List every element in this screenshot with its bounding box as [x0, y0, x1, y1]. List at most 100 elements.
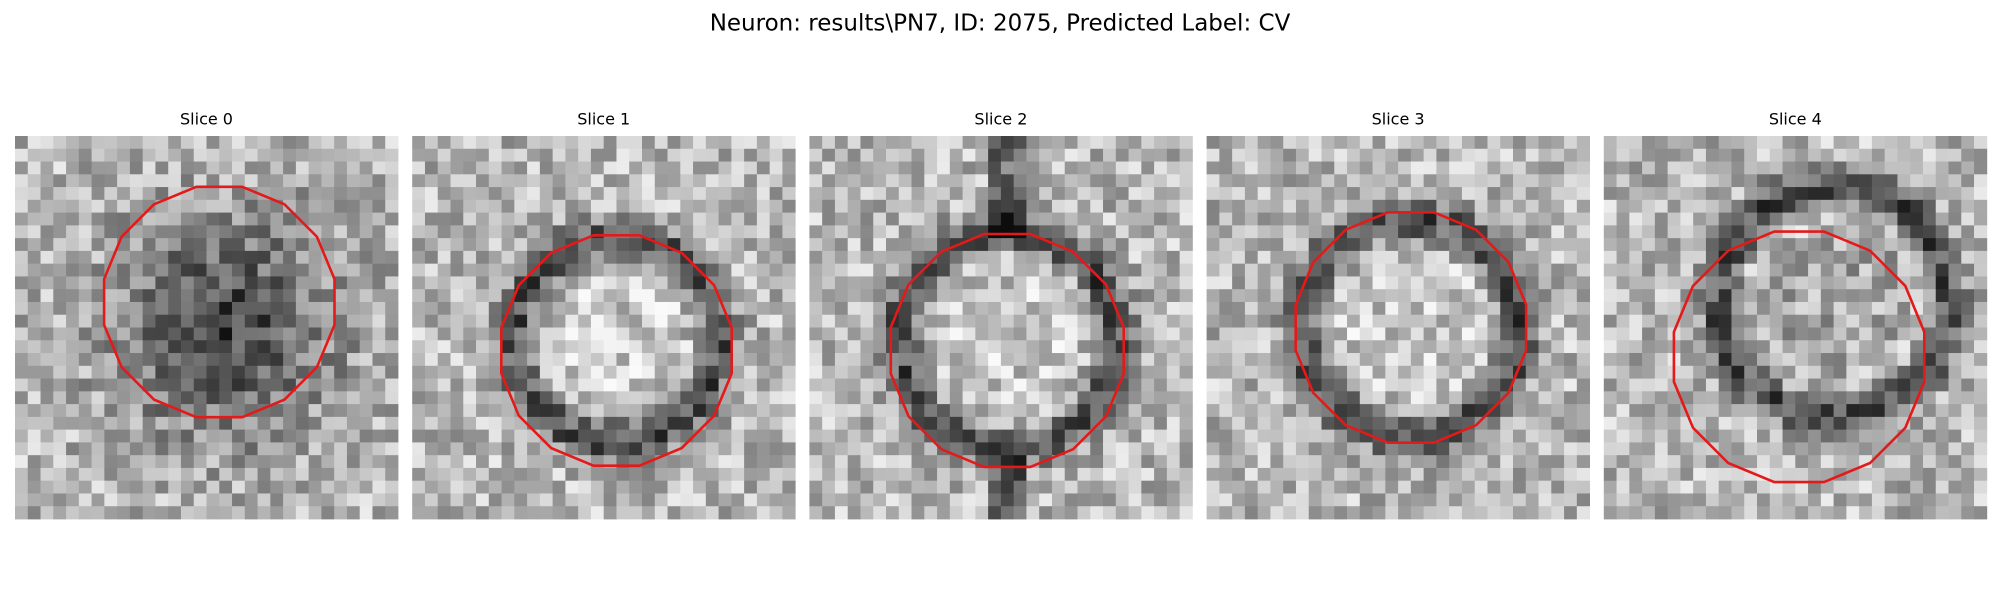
pixel	[1564, 353, 1578, 367]
pixel	[886, 327, 900, 341]
pixel	[1487, 416, 1501, 431]
pixel	[744, 276, 758, 290]
pixel	[1000, 199, 1015, 213]
pixel	[334, 161, 348, 175]
pixel	[244, 506, 258, 520]
pixel	[66, 276, 80, 290]
pixel	[1974, 327, 1988, 341]
pixel	[590, 353, 605, 367]
pixel	[1257, 493, 1271, 507]
pixel	[1064, 429, 1078, 443]
pixel	[949, 340, 963, 354]
pixel	[1935, 467, 1949, 482]
pixel	[1757, 187, 1771, 201]
pixel	[924, 174, 938, 188]
pixel	[731, 289, 745, 303]
pixel	[1141, 136, 1155, 150]
pixel	[847, 225, 861, 239]
pixel	[1436, 404, 1450, 418]
pixel	[1115, 327, 1129, 341]
pixel	[744, 250, 758, 265]
pixel	[1705, 187, 1720, 201]
pixel	[1166, 391, 1181, 405]
pixel	[40, 480, 54, 494]
pixel	[193, 378, 207, 392]
pixel	[385, 429, 399, 443]
pixel	[924, 480, 938, 494]
pixel	[1090, 148, 1104, 162]
pixel	[1808, 314, 1822, 328]
pixel	[1141, 455, 1155, 469]
pixel	[488, 506, 502, 520]
pixel	[1398, 199, 1412, 213]
pixel	[1551, 404, 1565, 418]
pixel	[270, 429, 284, 443]
pixel	[1859, 187, 1873, 201]
pixel	[1935, 442, 1949, 456]
pixel	[1693, 301, 1707, 316]
pixel	[1077, 238, 1091, 252]
pixel	[847, 212, 861, 226]
pixel	[334, 212, 348, 226]
pixel	[590, 212, 605, 226]
pixel	[91, 225, 105, 239]
pixel	[1115, 161, 1129, 175]
pixel	[270, 174, 284, 188]
pixel	[667, 365, 681, 379]
pixel	[744, 187, 758, 201]
pixel	[437, 225, 451, 239]
pixel	[1922, 493, 1937, 507]
pixel	[1295, 480, 1310, 494]
pixel	[1077, 378, 1091, 392]
pixel	[1090, 340, 1104, 354]
pixel	[1013, 506, 1027, 520]
pixel	[1538, 225, 1552, 239]
pixel	[142, 174, 156, 188]
pixel	[346, 238, 361, 252]
pixel	[847, 404, 861, 418]
pixel	[527, 455, 541, 469]
pixel	[180, 480, 195, 494]
pixel	[911, 136, 925, 150]
pixel	[1232, 199, 1246, 213]
pixel	[476, 174, 490, 188]
pixel	[1782, 250, 1796, 265]
pixel	[1359, 416, 1373, 431]
pixel	[744, 404, 758, 418]
pixel	[1423, 493, 1437, 507]
pixel	[1385, 289, 1399, 303]
pixel	[1179, 276, 1193, 290]
pixel	[412, 225, 426, 239]
pixel	[142, 340, 156, 354]
pixel	[847, 289, 861, 303]
pixel	[155, 276, 169, 290]
pixel	[1461, 467, 1476, 482]
pixel	[1500, 148, 1514, 162]
pixel	[705, 161, 719, 175]
pixel	[40, 289, 54, 303]
pixel	[1436, 225, 1450, 239]
pixel	[962, 442, 976, 456]
pixel	[1232, 493, 1246, 507]
pixel	[27, 378, 41, 392]
pixel	[1693, 314, 1707, 328]
pixel	[488, 404, 502, 418]
pixel	[937, 467, 951, 482]
pixel	[1731, 442, 1745, 456]
pixel	[1013, 365, 1027, 379]
pixel	[1244, 250, 1259, 265]
pixel	[450, 212, 464, 226]
pixel	[359, 289, 373, 303]
pixel	[1693, 187, 1707, 201]
pixel	[1680, 314, 1694, 328]
pixel	[924, 225, 938, 239]
pixel	[822, 276, 836, 290]
pixel	[769, 365, 783, 379]
pixel	[1283, 148, 1297, 162]
pixel	[1244, 506, 1259, 520]
pixel	[180, 506, 195, 520]
pixel	[1128, 199, 1142, 213]
pixel	[334, 314, 348, 328]
pixel	[321, 365, 335, 379]
pixel	[809, 391, 823, 405]
